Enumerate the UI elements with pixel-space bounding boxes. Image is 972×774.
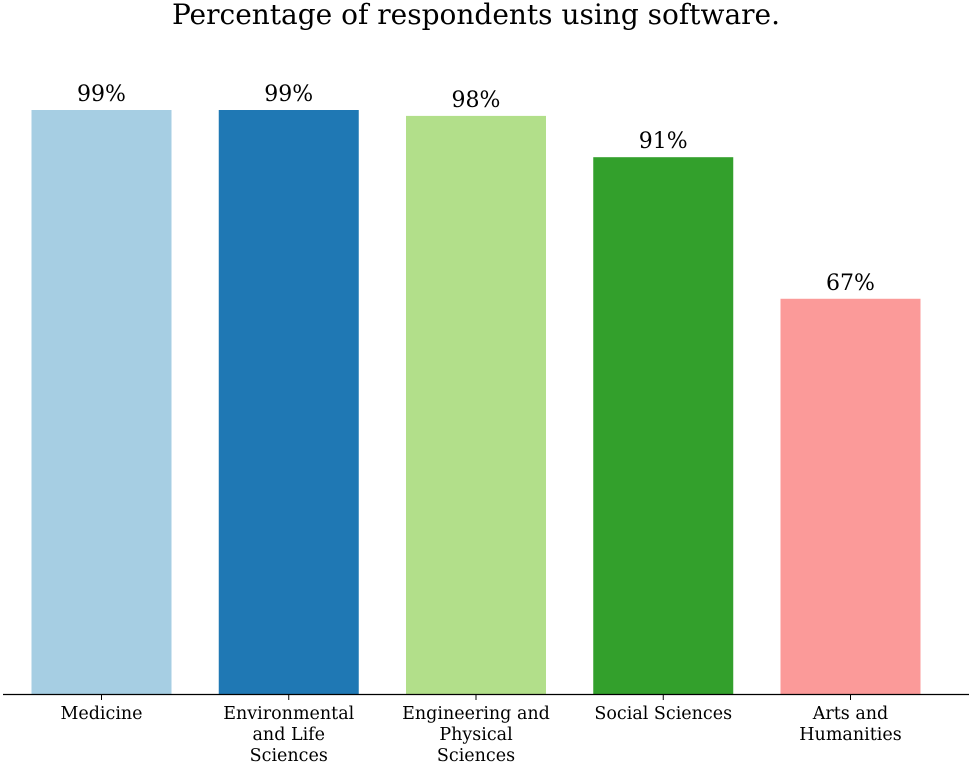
bar-3 (593, 157, 734, 695)
value-label-0: 99% (77, 82, 126, 107)
x-tick-label-line: Medicine (60, 704, 142, 724)
value-label-1: 99% (264, 82, 313, 107)
x-tick-label-line: Physical (439, 725, 513, 745)
x-ticks-group (101, 694, 851, 700)
value-label-3: 91% (639, 129, 688, 154)
bar-0 (31, 110, 172, 694)
x-tick-label-0: Medicine (60, 704, 142, 724)
x-tick-label-line: Sciences (437, 746, 515, 766)
value-labels-group: 99% 99% 98% 91% 67% (77, 82, 875, 296)
x-tick-label-line: Environmental (223, 704, 354, 724)
bar-2 (406, 115, 546, 694)
x-tick-label-line: and Life (252, 725, 325, 745)
x-tick-labels-group: Medicine Environmental and Life SciencesEng… (60, 704, 901, 766)
x-tick-label-2: Engineering and Physical Sciences (402, 704, 550, 766)
bar-4 (780, 298, 921, 694)
x-tick-label-line: Sciences (250, 746, 328, 766)
chart-title: Percentage of respondents using software… (172, 0, 780, 31)
x-tick-label-3: Social Sciences (594, 704, 732, 724)
x-tick-label-line: Arts and (812, 704, 889, 724)
bars-group (31, 110, 921, 695)
value-label-4: 67% (826, 271, 875, 296)
bar-1 (218, 110, 359, 694)
x-tick-label-4: Arts and Humanities (799, 704, 901, 745)
x-tick-label-line: Engineering and (402, 704, 550, 724)
x-tick-label-line: Social Sciences (594, 704, 732, 724)
x-tick-label-line: Humanities (799, 725, 901, 745)
value-label-2: 98% (452, 88, 501, 113)
x-tick-label-1: Environmental and Life Sciences (223, 704, 354, 766)
